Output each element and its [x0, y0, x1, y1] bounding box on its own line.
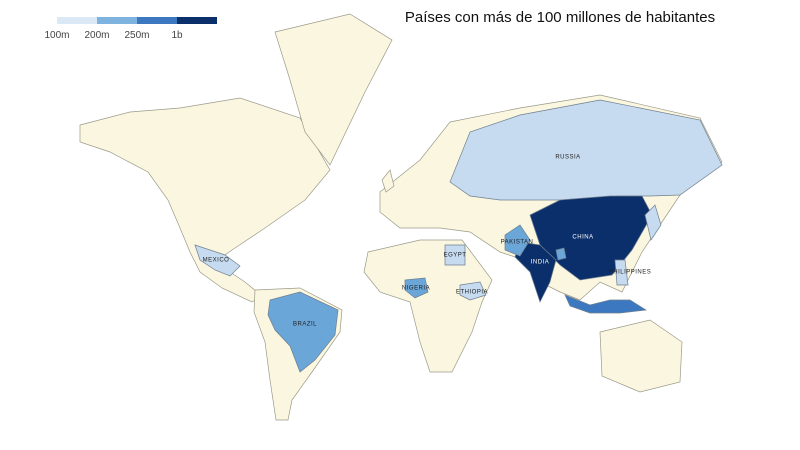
- greenland: [274, 13, 393, 166]
- legend: 100m 200m 250m 1b: [44, 17, 217, 41]
- country: [267, 291, 339, 373]
- north-america: [79, 97, 331, 303]
- country-label: EGYPT: [444, 253, 467, 259]
- country-label: ETHIOPIA: [456, 290, 488, 296]
- country: [459, 281, 487, 301]
- country: [564, 294, 648, 314]
- countries: [194, 99, 723, 373]
- legend-swatch: [177, 17, 217, 24]
- legend-label: 100m: [44, 30, 69, 41]
- country-label: RUSSIA: [555, 155, 580, 161]
- country-label: CHINA: [572, 235, 593, 241]
- country: [614, 259, 629, 286]
- legend-label: 1b: [171, 30, 183, 41]
- country: [404, 277, 429, 299]
- australia: [599, 319, 683, 393]
- country-label: PHILIPPINES: [609, 270, 652, 276]
- country: [644, 204, 662, 241]
- country: [444, 244, 466, 266]
- map-title: Países con más de 100 millones de habita…: [405, 9, 715, 26]
- legend-label: 250m: [124, 30, 149, 41]
- country-labels: RUSSIA CHINA INDIA BRAZIL MEXICO NIGERIA…: [203, 155, 652, 328]
- legend-swatch: [57, 17, 97, 24]
- country: [555, 247, 567, 261]
- country: [514, 241, 557, 303]
- legend-swatch: [137, 17, 177, 24]
- uk: [381, 169, 395, 193]
- country-label: INDIA: [531, 260, 550, 266]
- country-label: NIGERIA: [402, 286, 430, 292]
- legend-label: 200m: [84, 30, 109, 41]
- africa: [363, 239, 493, 373]
- legend-swatch: [97, 17, 137, 24]
- country-label: MEXICO: [203, 258, 230, 264]
- country: [504, 224, 531, 257]
- country: [194, 244, 241, 277]
- country: [449, 99, 723, 201]
- country-label: PAKISTAN: [501, 240, 534, 246]
- country-label: BRAZIL: [293, 322, 317, 328]
